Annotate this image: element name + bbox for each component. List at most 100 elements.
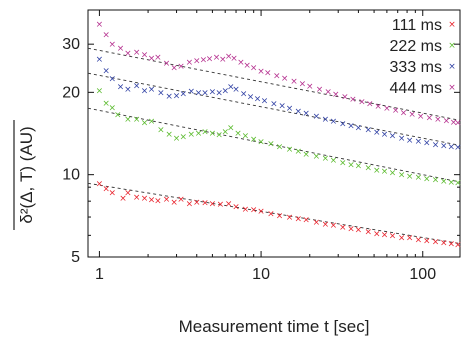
data-point: × [209, 129, 217, 139]
data-point: × [114, 110, 122, 120]
data-point: × [227, 83, 235, 93]
data-point: × [415, 137, 423, 147]
data-point: × [148, 117, 156, 127]
data-point: × [434, 115, 442, 125]
data-point: × [186, 58, 194, 68]
data-point: × [264, 69, 272, 79]
data-point: × [195, 129, 203, 139]
data-point: × [454, 119, 462, 129]
data-point: × [406, 136, 414, 146]
data-point: × [267, 140, 275, 150]
data-point: × [148, 85, 156, 95]
data-point: × [133, 81, 141, 91]
data-point: × [170, 198, 178, 208]
data-point: × [234, 129, 242, 139]
data-point: × [124, 49, 132, 59]
legend-marker: × [448, 83, 456, 93]
data-point: × [355, 123, 363, 133]
data-point: × [108, 40, 116, 50]
data-point: × [237, 58, 245, 68]
data-point: × [230, 54, 238, 64]
data-point: × [313, 152, 321, 162]
data-point: × [398, 233, 406, 243]
data-point: × [398, 134, 406, 144]
data-point: × [306, 82, 314, 92]
fit-line [87, 182, 461, 244]
y-tick-label: 30 [62, 36, 80, 53]
data-point: × [102, 67, 110, 77]
data-point: × [165, 92, 173, 102]
data-point: × [102, 99, 110, 109]
data-point: × [349, 95, 357, 105]
data-point: × [366, 100, 374, 110]
data-point: × [201, 88, 209, 98]
axis-ticks: 1 10 100 5 10 20 30 [62, 9, 460, 283]
data-point: × [400, 108, 408, 118]
data-point: × [213, 53, 221, 63]
data-point: × [133, 48, 141, 58]
data-point: × [316, 85, 324, 95]
data-point: × [286, 145, 294, 155]
data-point: × [286, 104, 294, 114]
data-point: × [358, 98, 366, 108]
legend-marker: × [448, 62, 456, 72]
data-point: × [415, 235, 423, 245]
data-point: × [322, 220, 330, 230]
data-point: × [447, 178, 455, 188]
x-tick-label: 100 [409, 266, 436, 283]
data-point: × [163, 59, 171, 69]
data-point: × [206, 54, 214, 64]
data-point: × [373, 229, 381, 239]
y-tick-label: 20 [62, 84, 80, 101]
data-point: × [225, 199, 233, 209]
data-point: × [339, 223, 347, 233]
data-point: × [157, 126, 165, 136]
data-point: × [200, 55, 208, 65]
data-point: × [179, 90, 187, 100]
data-point: × [148, 196, 156, 206]
data-point: × [173, 134, 181, 144]
data-point: × [447, 142, 455, 152]
data-point: × [406, 172, 414, 182]
data-point: × [417, 112, 425, 122]
x-axis-label: Measurement time t [sec] [179, 317, 370, 336]
data-point: × [215, 88, 223, 98]
data-point: × [221, 87, 229, 97]
data-point: × [347, 160, 355, 170]
data-point: × [108, 74, 116, 84]
data-point: × [96, 20, 104, 30]
data-point: × [389, 168, 397, 178]
legend-marker: × [448, 41, 456, 51]
data-point: × [398, 171, 406, 181]
data-point: × [124, 115, 132, 125]
data-point: × [133, 115, 141, 125]
data-point: × [170, 63, 178, 73]
data-point: × [243, 61, 251, 71]
data-point: × [250, 64, 258, 74]
data-point: × [389, 132, 397, 142]
data-point: × [454, 241, 462, 251]
data-point: × [261, 96, 269, 106]
data-point: × [96, 179, 104, 189]
data-point: × [102, 185, 110, 195]
data-point: × [443, 116, 451, 126]
data-point: × [232, 202, 240, 212]
data-point: × [221, 127, 229, 137]
data-point: × [193, 198, 201, 208]
data-point: × [195, 88, 203, 98]
plot-frame [87, 9, 461, 258]
data-point: × [423, 139, 431, 149]
data-point: × [257, 207, 265, 217]
data-point: × [432, 140, 440, 150]
data-point: × [392, 106, 400, 116]
data-point: × [148, 54, 156, 64]
data-point: × [432, 176, 440, 186]
data-point: × [347, 122, 355, 132]
data-point: × [302, 150, 310, 160]
data-point: × [295, 147, 303, 157]
legend-label: 333 ms [390, 59, 442, 76]
data-point: × [332, 90, 340, 100]
data-point: × [330, 117, 338, 127]
data-point: × [117, 44, 125, 54]
